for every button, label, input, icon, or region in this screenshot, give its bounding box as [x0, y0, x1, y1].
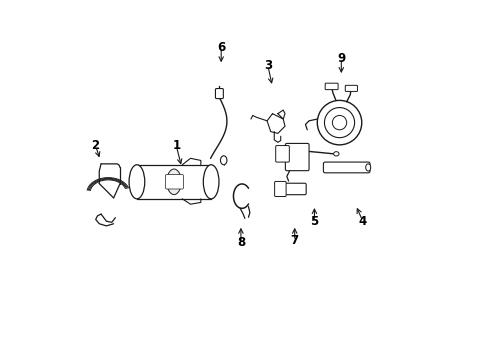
Ellipse shape [203, 165, 219, 199]
FancyBboxPatch shape [285, 143, 308, 171]
Text: 2: 2 [91, 139, 100, 152]
Text: 5: 5 [310, 215, 318, 228]
FancyBboxPatch shape [325, 83, 337, 90]
Text: 4: 4 [358, 215, 366, 228]
Ellipse shape [166, 169, 181, 194]
Text: 6: 6 [217, 41, 225, 54]
Text: 3: 3 [263, 59, 271, 72]
FancyBboxPatch shape [165, 175, 183, 189]
Ellipse shape [365, 164, 370, 171]
Ellipse shape [129, 165, 144, 199]
FancyBboxPatch shape [215, 89, 223, 99]
FancyBboxPatch shape [345, 85, 357, 91]
Circle shape [317, 100, 361, 145]
Ellipse shape [333, 152, 338, 156]
Circle shape [332, 116, 346, 130]
FancyBboxPatch shape [282, 183, 305, 195]
Text: 9: 9 [337, 51, 345, 64]
FancyBboxPatch shape [137, 165, 211, 199]
Text: 1: 1 [172, 139, 180, 152]
FancyBboxPatch shape [274, 181, 285, 197]
FancyBboxPatch shape [323, 162, 369, 173]
Text: 8: 8 [236, 236, 244, 249]
Circle shape [324, 108, 354, 138]
Text: 7: 7 [290, 234, 298, 247]
FancyBboxPatch shape [275, 145, 289, 162]
Ellipse shape [220, 156, 226, 165]
